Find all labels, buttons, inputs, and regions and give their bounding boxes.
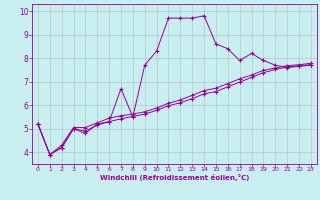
X-axis label: Windchill (Refroidissement éolien,°C): Windchill (Refroidissement éolien,°C) (100, 174, 249, 181)
